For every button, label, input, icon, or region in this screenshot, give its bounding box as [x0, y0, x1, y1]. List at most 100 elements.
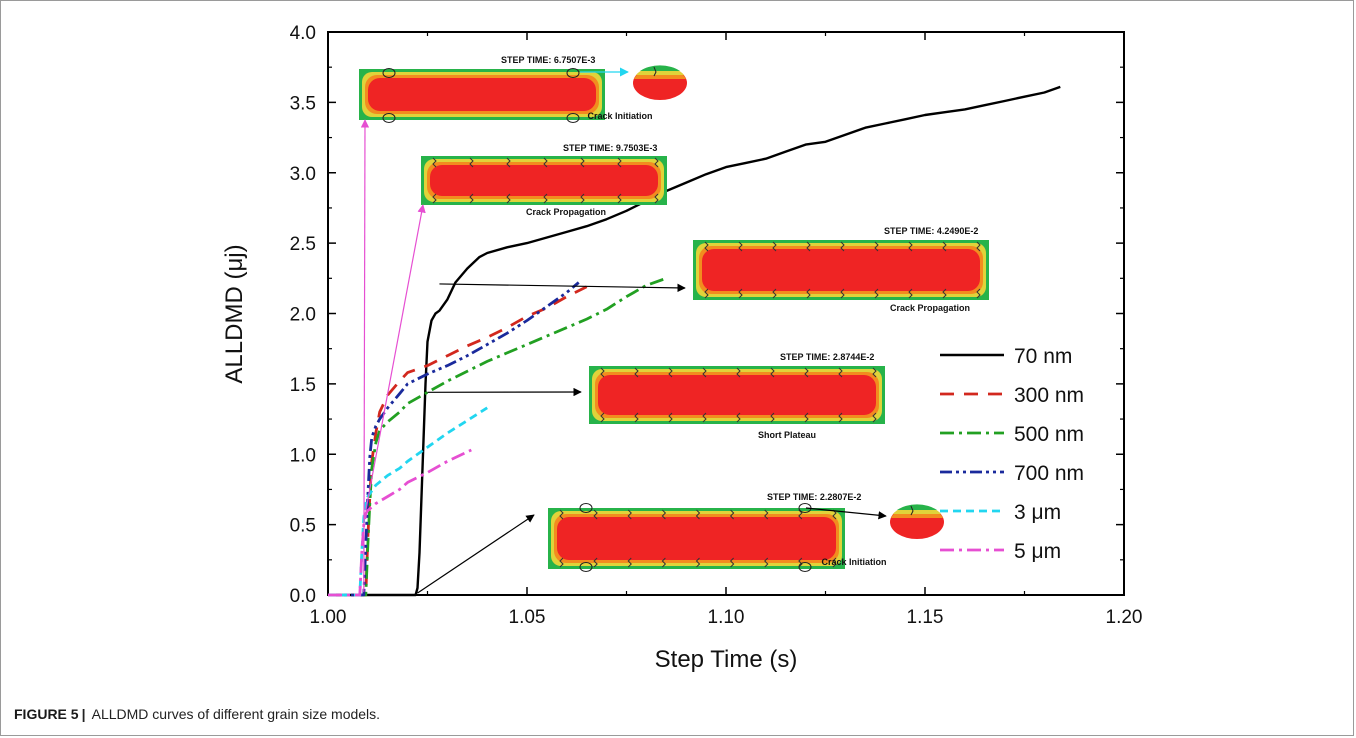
crack-mark-bottom: [617, 193, 622, 204]
legend-label: 70 nm: [1014, 345, 1072, 368]
y-tick-label: 4.0: [290, 23, 316, 44]
y-tick-label: 0.0: [290, 586, 316, 607]
crack-mark-bottom: [804, 412, 809, 423]
y-tick-label: 3.0: [290, 164, 316, 185]
crack-mark-bottom: [806, 288, 811, 299]
annotation-arrow: [360, 119, 370, 593]
crack-mark-bottom: [627, 557, 632, 568]
crack-mark-bottom: [832, 557, 837, 568]
x-tick-label: 1.10: [708, 607, 745, 628]
crack-mark-bottom: [600, 412, 605, 423]
fem-inset-2: STEP TIME: 9.7503E-3 Crack Propagation: [365, 143, 667, 511]
crack-mark-top: [695, 509, 701, 520]
crack-mark-top: [832, 509, 837, 520]
crack-mark-top: [840, 241, 845, 252]
zoom-crack: [653, 66, 657, 77]
step-time-label: STEP TIME: 9.7503E-3: [563, 143, 657, 153]
y-tick-label: 2.0: [290, 305, 316, 326]
crack-mark-bottom: [738, 288, 743, 299]
crack-mark-top: [469, 157, 474, 168]
fem-inset-3: STEP TIME: 4.2490E-2 Crack Propagation: [439, 226, 989, 313]
crack-mark-bottom: [593, 557, 598, 568]
series-line-300-nm: [328, 285, 588, 597]
crack-mark-top: [770, 367, 775, 378]
crack-mark-bottom: [736, 412, 741, 423]
crack-mark-top: [942, 241, 947, 252]
crack-mark-top: [872, 367, 877, 378]
crack-mark-top: [736, 367, 741, 378]
zoom-crack: [910, 505, 914, 516]
crack-mark-bottom: [543, 193, 548, 204]
figure-caption: FIGURE 5 | ALLDMD curves of different gra…: [14, 706, 380, 722]
legend-label: 3 μm: [1014, 501, 1061, 524]
crack-mark-top: [704, 241, 709, 252]
series-line-70-nm: [328, 85, 1061, 597]
x-tick-label: 1.00: [310, 607, 347, 628]
crack-mark-bottom: [838, 412, 843, 423]
fem-inset-4: STEP TIME: 2.8744E-2 Short Plateau: [427, 352, 885, 440]
series-line-3-m: [328, 406, 488, 597]
step-time-label: STEP TIME: 4.2490E-2: [884, 226, 978, 236]
zoom-arrow-bottom: [805, 507, 887, 520]
crack-mark-bottom: [661, 557, 667, 568]
zoom-green: [897, 504, 937, 510]
crack-mark-bottom: [772, 288, 777, 299]
zoom-green: [640, 65, 680, 71]
caption-figure-number: FIGURE 5: [14, 706, 79, 722]
legend-label: 5 μm: [1014, 540, 1061, 563]
series-line-5-m: [328, 448, 472, 597]
fem-inset-1: STEP TIME: 6.7507E-3 Crack Initiation: [359, 55, 653, 593]
crack-mark-top: [668, 367, 673, 378]
crack-mark-bottom: [580, 193, 585, 204]
caption-text: ALLDMD curves of different grain size mo…: [91, 706, 381, 722]
step-time-label: STEP TIME: 6.7507E-3: [501, 55, 595, 65]
crack-mark-top: [600, 367, 605, 378]
fem-red-core: [430, 165, 658, 196]
crack-mark-top: [634, 367, 639, 378]
crack-site-circle: [382, 68, 396, 78]
crack-mark-top: [702, 367, 707, 378]
crack-mark-top: [838, 367, 843, 378]
inset-caption-label: Crack Initiation: [587, 111, 652, 121]
alldmd-chart: 1.00 1.05 1.10 1.15 1.20 0.0 0.5 1.0 1.5 2.0 2.5 3.…: [221, 23, 1143, 673]
annotation-arrow: [417, 514, 535, 594]
x-tick-label: 1.15: [907, 607, 944, 628]
x-axis-label: Step Time (s): [655, 646, 798, 673]
y-tick-label: 1.5: [290, 375, 316, 396]
crack-mark-bottom: [704, 288, 709, 299]
crack-site-circle: [566, 113, 580, 123]
crack-mark-top: [661, 509, 667, 520]
y-tick-label: 3.5: [290, 93, 316, 114]
fem-inset-5: STEP TIME: 2.2807E-2 Crack Initiation: [417, 492, 887, 594]
crack-site-circle: [566, 68, 580, 78]
crack-mark-bottom: [874, 288, 879, 299]
crack-mark-bottom: [432, 193, 437, 204]
crack-mark-top: [506, 157, 511, 168]
inset-caption-label: Short Plateau: [758, 430, 816, 440]
step-time-label: STEP TIME: 2.2807E-2: [767, 492, 861, 502]
x-tick-label: 1.20: [1106, 607, 1143, 628]
crack-mark-top: [874, 241, 879, 252]
fem-red-core: [598, 375, 876, 415]
caption-separator: |: [81, 706, 86, 722]
crack-mark-bottom: [798, 557, 803, 568]
crack-mark-bottom: [840, 288, 845, 299]
crack-mark-top: [627, 509, 632, 520]
crack-mark-bottom: [976, 288, 981, 299]
crack-mark-top: [543, 157, 548, 168]
series-line-700-nm: [328, 281, 580, 597]
crack-mark-bottom: [506, 193, 511, 204]
crack-mark-top: [559, 509, 564, 520]
fem-red-core: [702, 249, 980, 291]
crack-mark-top: [772, 241, 777, 252]
crack-mark-top: [804, 367, 809, 378]
crack-mark-top: [976, 241, 981, 252]
y-tick-label: 0.5: [290, 516, 316, 537]
crack-mark-top: [908, 241, 913, 252]
crack-mark-top: [654, 157, 659, 168]
y-tick-label: 2.5: [290, 234, 316, 255]
crack-mark-top: [593, 509, 598, 520]
crack-mark-bottom: [695, 557, 701, 568]
crack-mark-bottom: [770, 412, 775, 423]
inset-caption-label: Crack Propagation: [526, 207, 606, 217]
